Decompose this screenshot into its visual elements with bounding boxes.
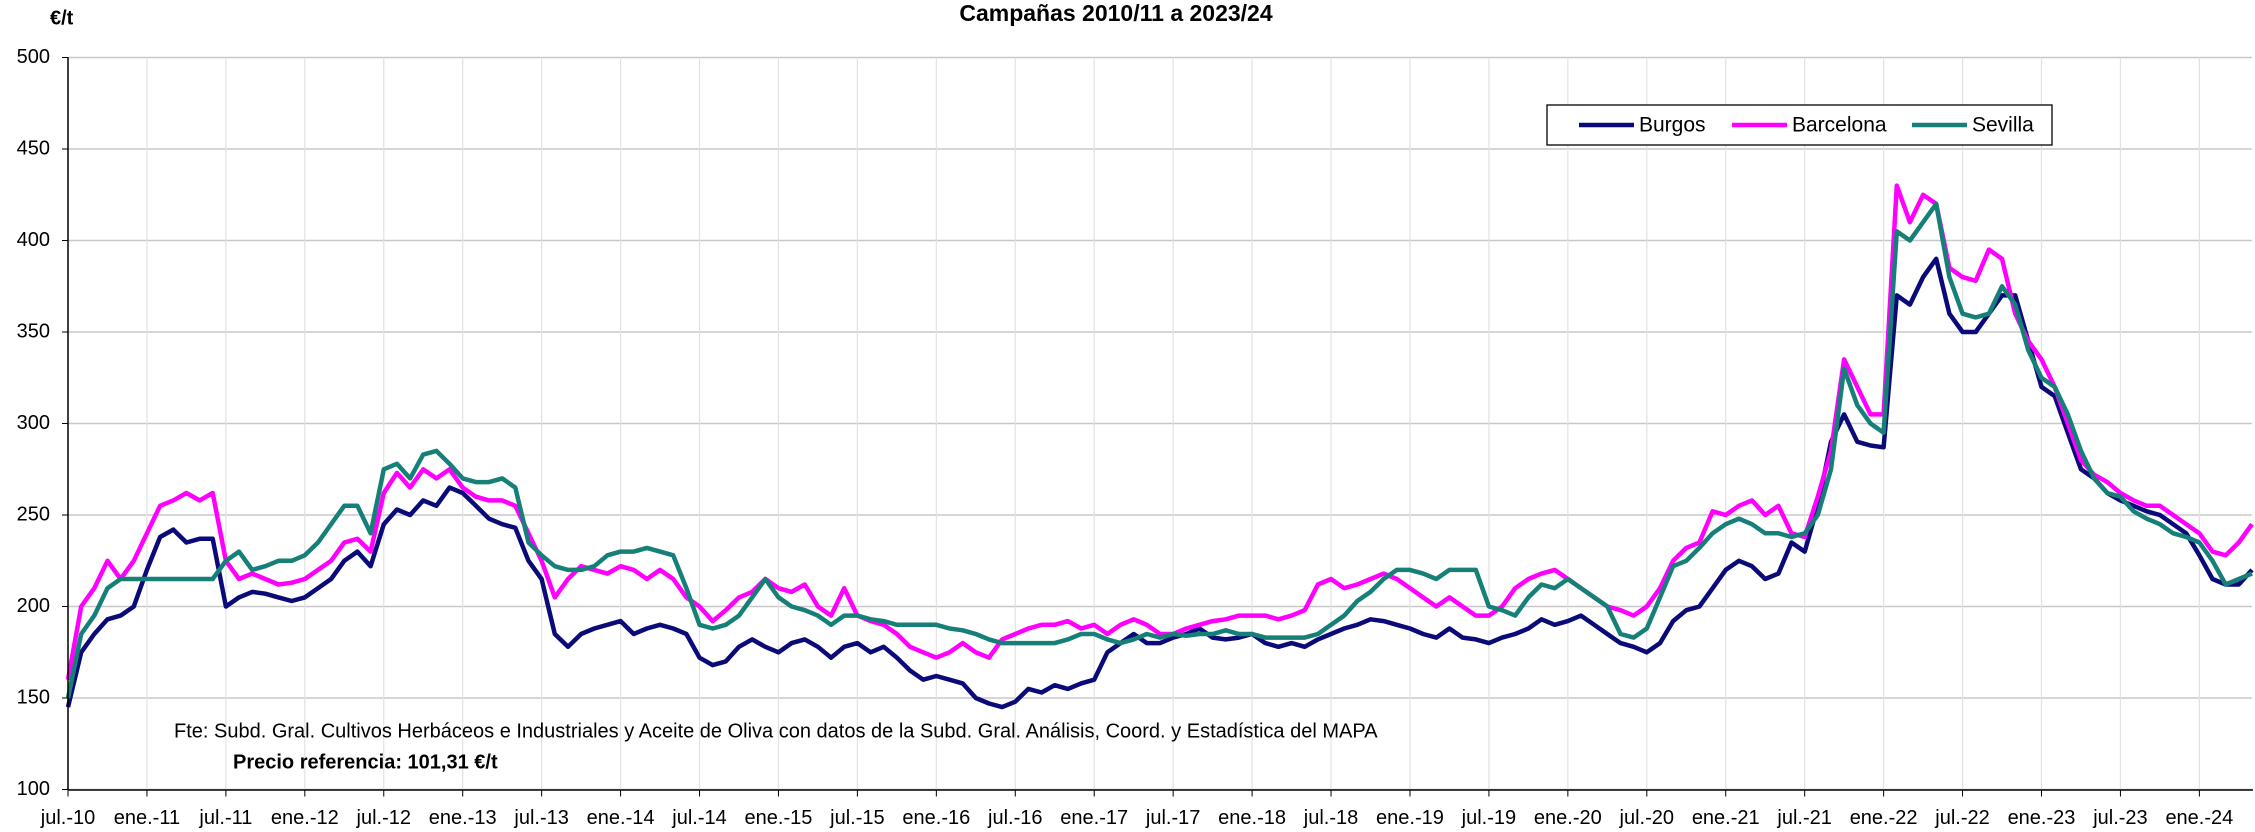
x-tick-label: jul.-17	[1145, 807, 1200, 829]
x-tick-label: jul.-13	[513, 807, 568, 829]
y-tick-label: 250	[17, 503, 50, 525]
legend-label: Burgos	[1639, 114, 1706, 137]
legend-label: Sevilla	[1972, 114, 2034, 137]
x-tick-label: ene.-13	[429, 807, 497, 829]
x-tick-label: ene.-23	[2008, 807, 2076, 829]
lines	[65, 183, 2254, 710]
reference-note: Precio referencia: 101,31 €/t	[233, 751, 498, 773]
x-tick-label: ene.-18	[1218, 807, 1286, 829]
x-tick-label: ene.-20	[1534, 807, 1602, 829]
x-tick-label: jul.-19	[1461, 807, 1516, 829]
series-line	[65, 183, 2254, 681]
x-tick-label: ene.-16	[902, 807, 970, 829]
y-tick-label: 200	[17, 595, 50, 617]
x-tick-label: jul.-14	[671, 807, 726, 829]
x-tick-label: ene.-24	[2165, 807, 2233, 829]
legend: Burgos Barcelona Sevilla	[1546, 104, 2053, 146]
x-tick-label: jul.-18	[1303, 807, 1358, 829]
grid: 100 150 200 250 300 350 400 450 500 jul.-10 ene.-1…	[17, 46, 2252, 829]
x-tick-label: ene.-12	[271, 807, 339, 829]
x-tick-label: jul.-10	[40, 807, 95, 829]
source-note: Fte: Subd. Gral. Cultivos Herbáceos e In…	[174, 720, 1378, 742]
series-line	[65, 256, 2254, 710]
x-tick-label: ene.-17	[1060, 807, 1128, 829]
y-tick-label: 300	[17, 412, 50, 434]
x-tick-label: jul.-16	[987, 807, 1042, 829]
legend-label: Barcelona	[1792, 114, 1887, 137]
y-tick-label: 100	[17, 778, 50, 800]
y-tick-label: 350	[17, 320, 50, 342]
y-tick-label: 500	[17, 46, 50, 68]
series-line	[65, 201, 2253, 699]
x-tick-label: jul.-20	[1619, 807, 1674, 829]
x-tick-label: ene.-19	[1376, 807, 1444, 829]
x-tick-label: jul.-23	[2092, 807, 2147, 829]
y-tick-label: 150	[17, 686, 50, 708]
x-tick-label: ene.-15	[745, 807, 813, 829]
x-tick-label: ene.-21	[1692, 807, 1760, 829]
x-tick-label: ene.-22	[1850, 807, 1918, 829]
x-tick-label: jul.-22	[1934, 807, 1989, 829]
x-tick-label: ene.-14	[587, 807, 655, 829]
x-tick-label: ene.-11	[114, 807, 180, 829]
y-axis-label: €/t	[50, 7, 74, 29]
y-tick-label: 450	[17, 137, 50, 159]
x-tick-label: jul.-11	[198, 807, 252, 829]
y-tick-label: 400	[17, 229, 50, 251]
x-tick-label: jul.-12	[356, 807, 411, 829]
chart-title: Campañas 2010/11 a 2023/24	[959, 0, 1273, 26]
x-tick-label: jul.-21	[1776, 807, 1831, 829]
x-tick-label: jul.-15	[829, 807, 884, 829]
